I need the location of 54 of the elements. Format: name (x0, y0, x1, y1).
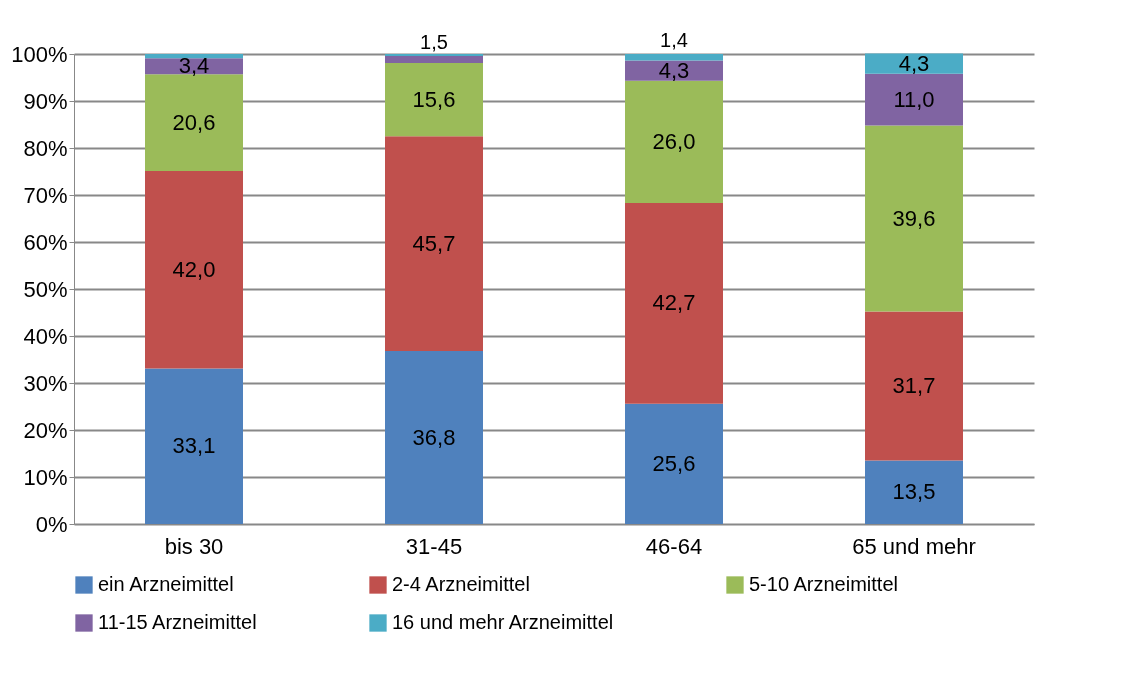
data-label: 11,0 (893, 86, 935, 112)
y-tick-label: 30% (23, 370, 68, 396)
bar (145, 368, 243, 524)
data-label: 20,6 (172, 109, 216, 135)
data-label: 25,6 (652, 450, 696, 476)
data-label: 4,3 (658, 57, 690, 83)
legend-label: 5-10 Arzneimittel (749, 573, 898, 595)
data-label: 1,4 (660, 29, 688, 51)
y-tick-label: 90% (23, 88, 68, 114)
data-label: 42,7 (652, 290, 696, 316)
y-tick-label: 50% (23, 276, 68, 302)
bar (865, 125, 963, 312)
data-label: 4,3 (898, 50, 930, 76)
y-tick-label: 70% (23, 182, 68, 208)
x-tick-label: 65 und mehr (852, 533, 976, 559)
data-label: 15,6 (412, 86, 456, 112)
bar (145, 171, 243, 369)
data-label: 31,7 (892, 373, 936, 399)
bar (145, 54, 243, 59)
x-tick-label: 31-45 (405, 533, 463, 559)
x-tick-label: 46-64 (645, 533, 703, 559)
y-tick-label: 100% (11, 41, 68, 67)
bar (385, 136, 483, 352)
bar (385, 351, 483, 524)
data-label: 13,5 (892, 479, 936, 505)
data-label: 1,5 (420, 30, 448, 53)
data-label: 45,7 (412, 230, 456, 256)
bar (625, 202, 723, 404)
data-label: 36,8 (412, 424, 456, 450)
bar (865, 460, 963, 524)
data-label: 26,0 (652, 128, 696, 154)
bar (385, 62, 483, 137)
data-label: 3,4 (178, 53, 210, 79)
legend-label: 11-15 Arzneimittel (98, 611, 257, 633)
y-tick-label: 10% (23, 464, 68, 490)
data-label: 42,0 (172, 256, 216, 282)
y-tick-label: 60% (23, 229, 68, 255)
bar (385, 55, 483, 63)
legend-label: 16 und mehr Arzneimittel (392, 611, 614, 633)
bar (865, 311, 963, 461)
x-tick-label: bis 30 (164, 533, 224, 559)
y-tick-label: 40% (23, 323, 68, 349)
bar (625, 54, 723, 61)
legend-label: 2-4 Arzneimittel (392, 573, 530, 595)
bar (145, 74, 243, 172)
legend-label: ein Arzneimittel (98, 573, 234, 595)
bar (625, 403, 723, 524)
bar (625, 80, 723, 203)
y-tick-label: 0% (35, 511, 68, 537)
data-label: 33,1 (172, 433, 216, 459)
bar (865, 73, 963, 126)
y-tick-label: 80% (23, 135, 68, 161)
y-tick-label: 20% (23, 417, 68, 443)
data-label: 39,6 (892, 205, 936, 231)
